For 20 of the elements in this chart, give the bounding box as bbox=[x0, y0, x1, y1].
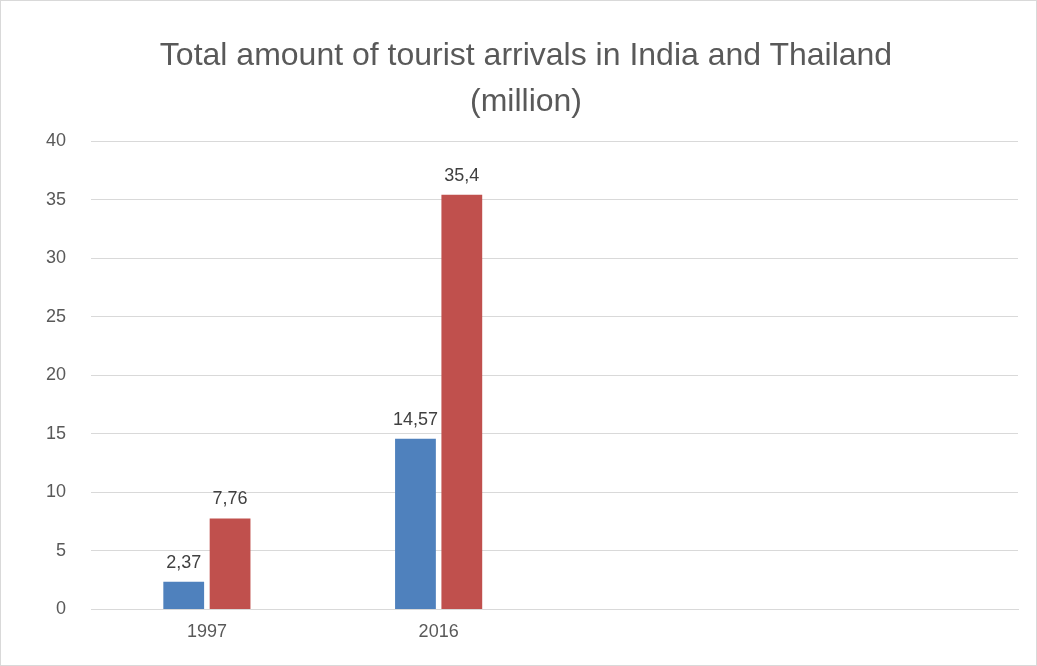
x-tick-label: 2016 bbox=[418, 621, 459, 642]
y-tick-label: 10 bbox=[45, 481, 67, 502]
data-label: 7,76 bbox=[212, 488, 248, 509]
y-tick-label: 35 bbox=[45, 188, 67, 209]
y-tick-label: 5 bbox=[56, 539, 67, 560]
x-tick-label: 1997 bbox=[186, 621, 227, 642]
y-tick-label: 30 bbox=[45, 247, 67, 268]
data-label: 2,37 bbox=[166, 551, 202, 572]
data-label: 35,4 bbox=[444, 164, 480, 185]
bar bbox=[163, 581, 205, 609]
y-tick-label: 15 bbox=[45, 422, 67, 443]
bar bbox=[209, 518, 251, 609]
y-tick-label: 40 bbox=[45, 129, 67, 150]
bar bbox=[395, 438, 436, 609]
y-tick-label: 0 bbox=[56, 598, 67, 619]
bar bbox=[441, 194, 483, 609]
y-tick-label: 25 bbox=[45, 305, 67, 326]
data-label: 14,57 bbox=[392, 408, 438, 429]
chart-title: Total amount of tourist arrivals in India and Thailand (million) bbox=[158, 35, 894, 120]
y-tick-label: 20 bbox=[45, 364, 67, 385]
